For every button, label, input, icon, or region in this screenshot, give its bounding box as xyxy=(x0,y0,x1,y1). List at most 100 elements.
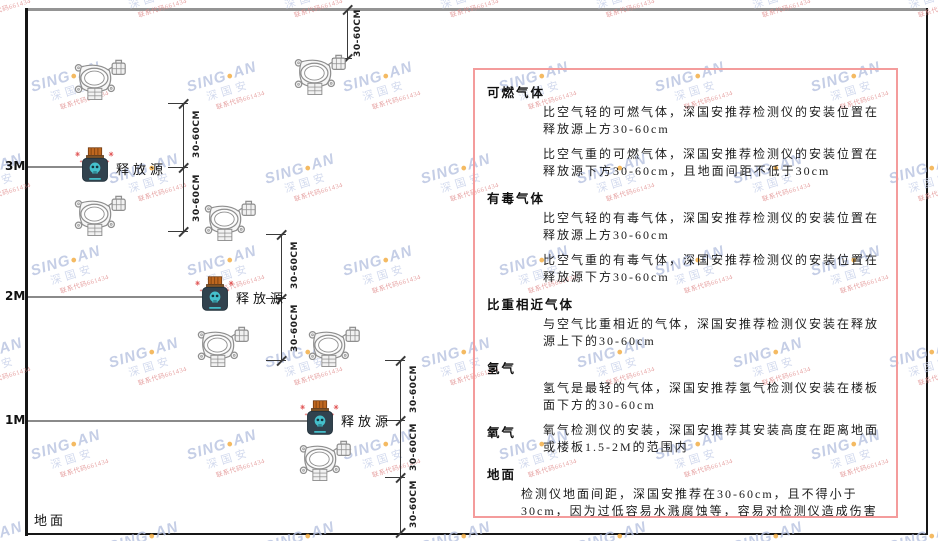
gas-detector-icon xyxy=(72,193,128,237)
brand-dot-icon: ● xyxy=(458,161,470,175)
release-source-icon: ✳ ✳ + + xyxy=(192,274,238,314)
gas-detector-icon xyxy=(292,52,348,96)
brand-dot-icon: ● xyxy=(302,161,314,175)
brand-dot-icon: ● xyxy=(302,529,314,541)
release-source-icon: ✳ ✳ + + xyxy=(72,145,118,185)
gas-detector-icon xyxy=(297,438,353,482)
dimension-tick xyxy=(266,298,286,299)
dimension-label: 30-60CM xyxy=(409,423,419,471)
section-hydrogen: 氢气 氢气是最轻的气体，深国安推荐氢气检测仪安装在楼板面下方的30-60cm xyxy=(475,358,896,414)
gas-detector-icon xyxy=(306,324,362,368)
dimension-tick xyxy=(168,167,188,168)
gas-detector-icon xyxy=(202,198,258,242)
section-title: 地面 xyxy=(487,468,517,483)
dimension-line xyxy=(347,9,348,58)
release-source-icon: ✳ ✳ + + xyxy=(297,398,343,438)
svg-text:+: + xyxy=(200,289,203,294)
level-line-1m xyxy=(28,420,313,422)
ceiling-line xyxy=(26,8,928,11)
svg-text:✳: ✳ xyxy=(228,279,234,287)
release-source-label: 释放源 xyxy=(116,162,168,177)
svg-text:✳: ✳ xyxy=(195,279,201,287)
floor-line xyxy=(25,533,928,535)
dimension-tick xyxy=(385,420,405,421)
dimension-tick xyxy=(385,360,405,361)
dimension-tick xyxy=(168,103,188,104)
brand-dot-icon: ● xyxy=(926,345,938,359)
section-paragraph: 与空气比重相近的气体，深国安推荐检测仪安装在释放源上下的30-60cm xyxy=(543,317,880,349)
brand-dot-icon: ● xyxy=(458,529,470,541)
svg-text:+: + xyxy=(80,160,83,165)
brand-dot-icon: ● xyxy=(0,529,2,541)
dimension-tick xyxy=(385,477,405,478)
dimension-label: 30-60CM xyxy=(409,480,419,528)
brand-dot-icon: ● xyxy=(224,437,236,451)
brand-dot-icon: ● xyxy=(0,161,2,175)
section-similar-density: 比重相近气体 与空气比重相近的气体，深国安推荐检测仪安装在释放源上下的30-60… xyxy=(475,294,896,350)
section-paragraph: 比空气重的有毒气体，深国安推荐检测仪的安装位置在释放源下方30-60cm xyxy=(543,253,880,285)
section-title: 有毒气体 xyxy=(487,192,546,207)
svg-text:+: + xyxy=(332,413,335,418)
brand-dot-icon: ● xyxy=(146,529,158,541)
release-source-label: 释放源 xyxy=(236,291,288,306)
brand-dot-icon: ● xyxy=(614,529,626,541)
svg-text:✳: ✳ xyxy=(75,150,81,158)
svg-text:+: + xyxy=(305,413,308,418)
dimension-label: 30-60CM xyxy=(353,9,363,57)
dimension-tick xyxy=(266,234,286,235)
brand-dot-icon: ● xyxy=(146,345,158,359)
brand-dot-icon: ● xyxy=(926,529,938,541)
dimension-label: 30-60CM xyxy=(290,241,300,289)
dimension-tick xyxy=(266,360,286,361)
section-combustible: 可燃气体 比空气轻的可燃气体，深国安推荐检测仪的安装位置在释放源上方30-60c… xyxy=(475,82,896,180)
svg-text:✳: ✳ xyxy=(333,403,339,411)
brand-dot-icon: ● xyxy=(224,69,236,83)
gas-detector-icon xyxy=(72,57,128,101)
brand-dot-icon: ● xyxy=(224,253,236,267)
brand-dot-icon: ● xyxy=(68,253,80,267)
section-toxic: 有毒气体 比空气轻的有毒气体，深国安推荐检测仪的安装位置在释放源上方30-60c… xyxy=(475,188,896,286)
wall-right-line xyxy=(926,8,928,535)
section-paragraph: 比空气重的可燃气体，深国安推荐检测仪的安装位置在释放源下方30-60cm，且地面… xyxy=(543,147,880,179)
svg-text:+: + xyxy=(227,289,230,294)
brand-dot-icon: ● xyxy=(770,529,782,541)
brand-dot-icon: ● xyxy=(380,69,392,83)
gas-detector-icon xyxy=(195,324,251,368)
section-oxygen: 氧气 氧气检测仪的安装，深国安推荐其安装高度在距离地面或楼板1.5-2M的范围内 xyxy=(475,422,896,456)
section-paragraph: 氧气检测仪的安装，深国安推荐其安装高度在距离地面或楼板1.5-2M的范围内 xyxy=(543,423,880,455)
svg-text:✳: ✳ xyxy=(108,150,114,158)
section-title: 可燃气体 xyxy=(487,86,546,100)
wall-left-line xyxy=(25,8,28,536)
section-title: 氧气 xyxy=(487,426,517,441)
svg-text:+: + xyxy=(107,160,110,165)
level-label-1m: 1M xyxy=(5,413,26,427)
section-paragraph: 比空气轻的可燃气体，深国安推荐检测仪的安装位置在释放源上方30-60cm xyxy=(543,105,880,137)
section-ground: 地面 检测仪地面间距，深国安推荐在30-60cm，且不得小于30cm，因为过低容… xyxy=(475,464,896,516)
brand-dot-icon: ● xyxy=(380,253,392,267)
dimension-label: 30-60CM xyxy=(290,304,300,352)
brand-dot-icon: ● xyxy=(68,437,80,451)
release-source-label: 释放源 xyxy=(341,414,393,429)
level-label-2m: 2M xyxy=(5,289,26,303)
level-label-3m: 3M xyxy=(5,159,26,173)
brand-dot-icon: ● xyxy=(380,437,392,451)
section-title: 氢气 xyxy=(487,362,517,377)
ground-label: 地面 xyxy=(34,513,67,528)
